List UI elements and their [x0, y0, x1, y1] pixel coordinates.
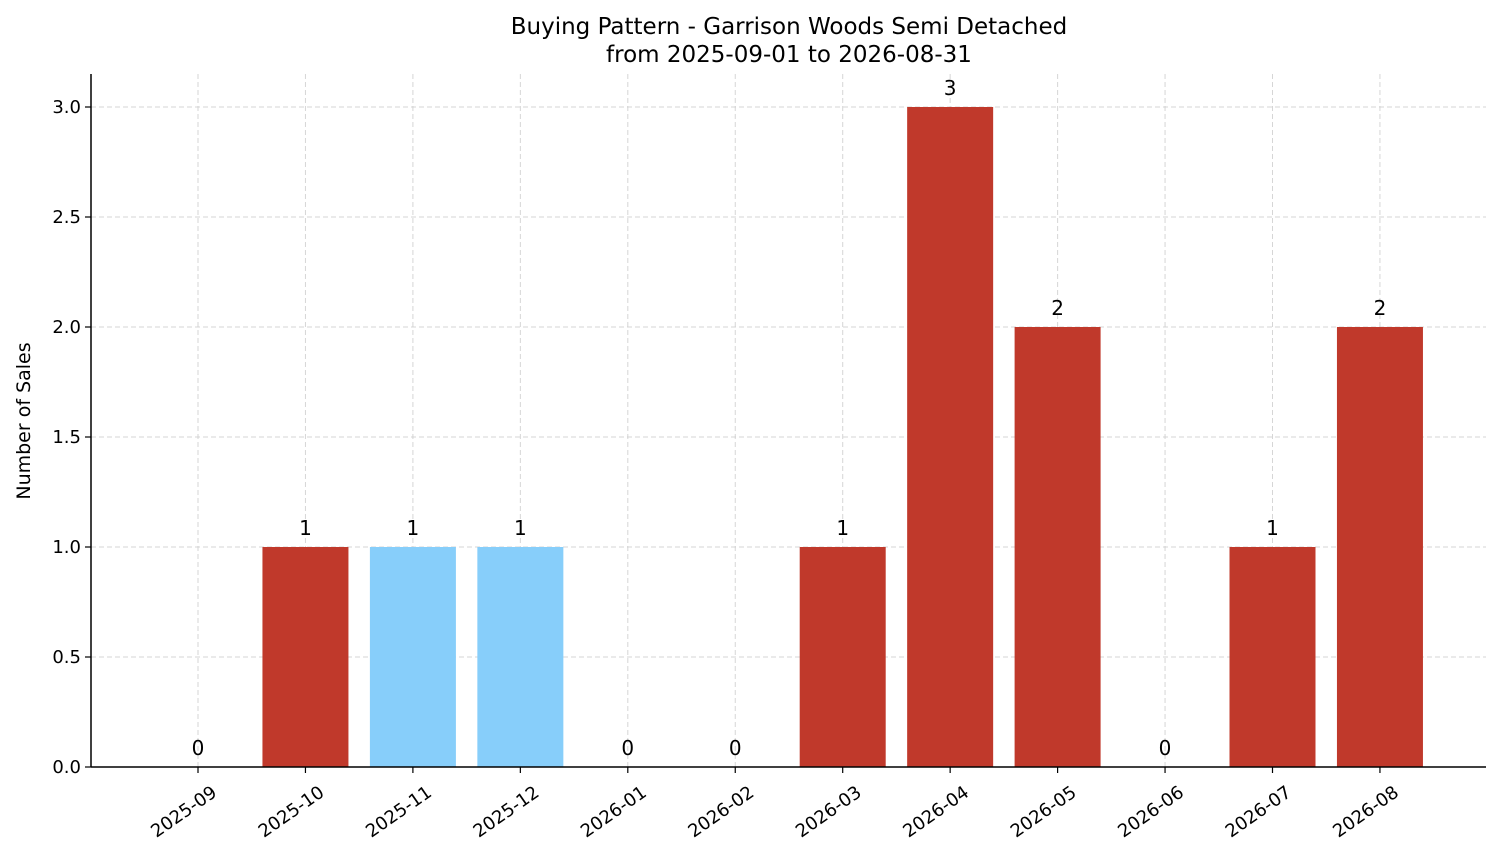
bar-2025-12 — [477, 547, 564, 767]
y-tick-label: 1.5 — [52, 427, 81, 448]
data-labels-layer: 0 1 1 1 0 0 1 3 2 0 1 2 — [192, 76, 1387, 760]
x-tick-label: 2026-07 — [1222, 782, 1296, 842]
axes-layer — [90, 74, 1486, 768]
data-label-2025-11: 1 — [407, 516, 420, 540]
x-tick-label: 2026-06 — [1114, 782, 1188, 842]
bar-2026-05 — [1014, 327, 1101, 767]
data-label-2026-01: 0 — [621, 736, 634, 760]
x-tick-label: 2025-11 — [362, 782, 436, 842]
chart-title: Buying Pattern - Garrison Woods Semi Det… — [511, 14, 1068, 40]
bar-2025-11 — [369, 547, 456, 767]
data-label-2026-05: 2 — [1051, 296, 1064, 320]
y-axis-label: Number of Sales — [13, 342, 35, 499]
y-tick-label: 0.0 — [52, 757, 81, 778]
x-tick-label: 2026-01 — [577, 782, 651, 842]
x-tick-label: 2025-10 — [255, 782, 329, 842]
data-label-2026-04: 3 — [944, 76, 957, 100]
data-label-2026-06: 0 — [1159, 736, 1172, 760]
bars-layer — [262, 107, 1423, 767]
x-tick-label: 2026-02 — [684, 782, 758, 842]
data-label-2026-03: 1 — [836, 516, 849, 540]
y-tick-label: 3.0 — [52, 97, 81, 118]
ticks-layer: 0.0 0.5 1.0 1.5 2.0 2.5 3.0 2025-09 2025-10 2025-… — [52, 97, 1402, 842]
y-tick-label: 1.0 — [52, 537, 81, 558]
bar-2025-10 — [262, 547, 349, 767]
x-tick-label: 2026-03 — [792, 782, 866, 842]
bar-2026-08 — [1336, 327, 1423, 767]
data-label-2025-12: 1 — [514, 516, 527, 540]
x-tick-label: 2026-08 — [1329, 782, 1403, 842]
y-tick-label: 2.5 — [52, 207, 81, 228]
x-tick-label: 2025-09 — [147, 782, 221, 842]
y-tick-label: 0.5 — [52, 647, 81, 668]
bar-2026-07 — [1229, 547, 1316, 767]
x-tick-label: 2026-04 — [899, 782, 973, 842]
x-tick-label: 2026-05 — [1007, 782, 1081, 842]
y-tick-label: 2.0 — [52, 317, 81, 338]
bar-2026-04 — [907, 107, 994, 767]
bar-2026-03 — [799, 547, 886, 767]
data-label-2025-10: 1 — [299, 516, 312, 540]
data-label-2026-02: 0 — [729, 736, 742, 760]
chart-subtitle: from 2025-09-01 to 2026-08-31 — [606, 42, 972, 68]
x-tick-label: 2025-12 — [470, 782, 544, 842]
data-label-2026-07: 1 — [1266, 516, 1279, 540]
data-label-2025-09: 0 — [192, 736, 205, 760]
data-label-2026-08: 2 — [1374, 296, 1387, 320]
